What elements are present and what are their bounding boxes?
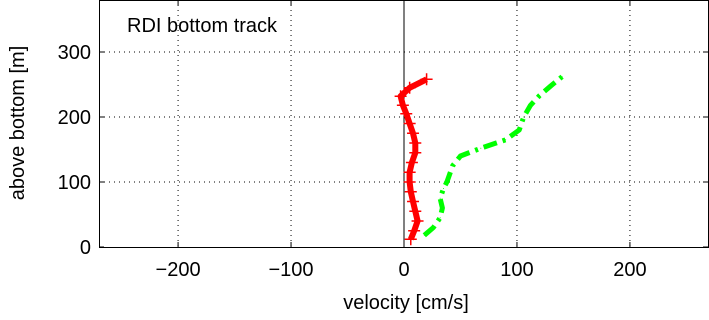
series-1-point bbox=[420, 73, 433, 86]
series-1-point bbox=[403, 81, 416, 94]
series-1-point bbox=[407, 195, 420, 208]
series-2-point bbox=[423, 234, 425, 236]
y-tick-label: 100 bbox=[58, 172, 91, 194]
series-1-point bbox=[408, 224, 421, 237]
x-axis-title: velocity [cm/s] bbox=[343, 292, 469, 314]
series-2-point bbox=[448, 175, 450, 176]
series-1-point bbox=[409, 137, 422, 149]
series-1-point bbox=[411, 215, 424, 227]
series-2-point bbox=[523, 116, 525, 118]
y-tick-label: 200 bbox=[58, 107, 91, 129]
series-1-point bbox=[394, 90, 407, 103]
series-1-point bbox=[409, 205, 422, 218]
series-line-2 bbox=[422, 74, 564, 238]
series-2-point bbox=[561, 76, 563, 78]
tick-layer: −200 −100 0 100 200 0 100 200 300 bbox=[58, 0, 708, 281]
series-2-point bbox=[459, 155, 461, 157]
y-axis-title: above bottom [m] bbox=[7, 46, 29, 201]
series-1-point bbox=[400, 107, 413, 120]
series-2-point bbox=[446, 181, 448, 183]
x-tick-label: −200 bbox=[156, 259, 201, 281]
series-2-point bbox=[530, 104, 532, 106]
series-1-point bbox=[404, 233, 417, 246]
series-2-point bbox=[550, 85, 552, 87]
y-tick-label: 300 bbox=[58, 42, 91, 64]
y-tick-label: 0 bbox=[80, 237, 91, 259]
series-1-point bbox=[403, 117, 416, 130]
series-2-point bbox=[539, 95, 541, 97]
series-1-point bbox=[403, 166, 416, 179]
series-2-point bbox=[441, 207, 443, 209]
chart-title: RDI bottom track bbox=[127, 15, 278, 37]
series-2-point bbox=[439, 217, 441, 219]
x-tick-label: 200 bbox=[613, 259, 646, 281]
series-2-point bbox=[443, 188, 445, 189]
data-layer bbox=[394, 73, 564, 246]
series-2-point bbox=[432, 227, 434, 228]
x-tick-label: −100 bbox=[269, 259, 314, 281]
series-2-point bbox=[452, 165, 454, 167]
series-1-point bbox=[404, 185, 417, 198]
series-2-point bbox=[439, 197, 441, 199]
series-1-point bbox=[407, 127, 420, 140]
series-2-point bbox=[518, 129, 520, 131]
series-2-point bbox=[480, 147, 482, 149]
x-tick-label: 0 bbox=[398, 259, 409, 281]
series-1-point bbox=[396, 99, 409, 112]
series-2-point bbox=[505, 139, 507, 141]
series-1-point bbox=[405, 156, 418, 169]
x-tick-label: 100 bbox=[500, 259, 533, 281]
